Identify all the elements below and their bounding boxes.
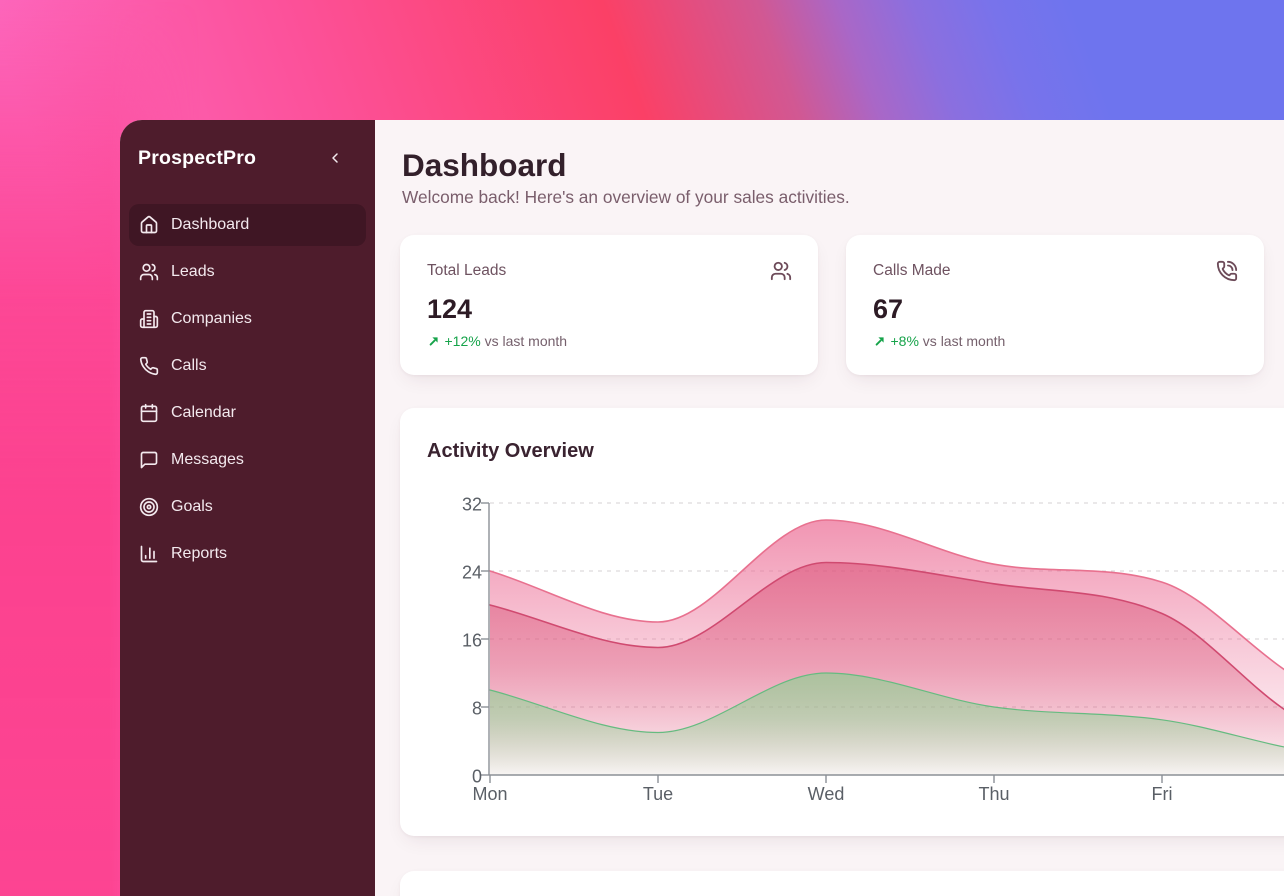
svg-text:Tue: Tue <box>643 784 673 804</box>
svg-text:24: 24 <box>462 563 482 583</box>
svg-text:Thu: Thu <box>978 784 1009 804</box>
svg-text:8: 8 <box>472 699 482 719</box>
svg-text:Mon: Mon <box>472 784 507 804</box>
svg-text:16: 16 <box>462 631 482 651</box>
svg-text:32: 32 <box>462 495 482 515</box>
svg-text:0: 0 <box>472 767 482 787</box>
svg-text:Wed: Wed <box>808 784 845 804</box>
svg-text:Fri: Fri <box>1152 784 1173 804</box>
